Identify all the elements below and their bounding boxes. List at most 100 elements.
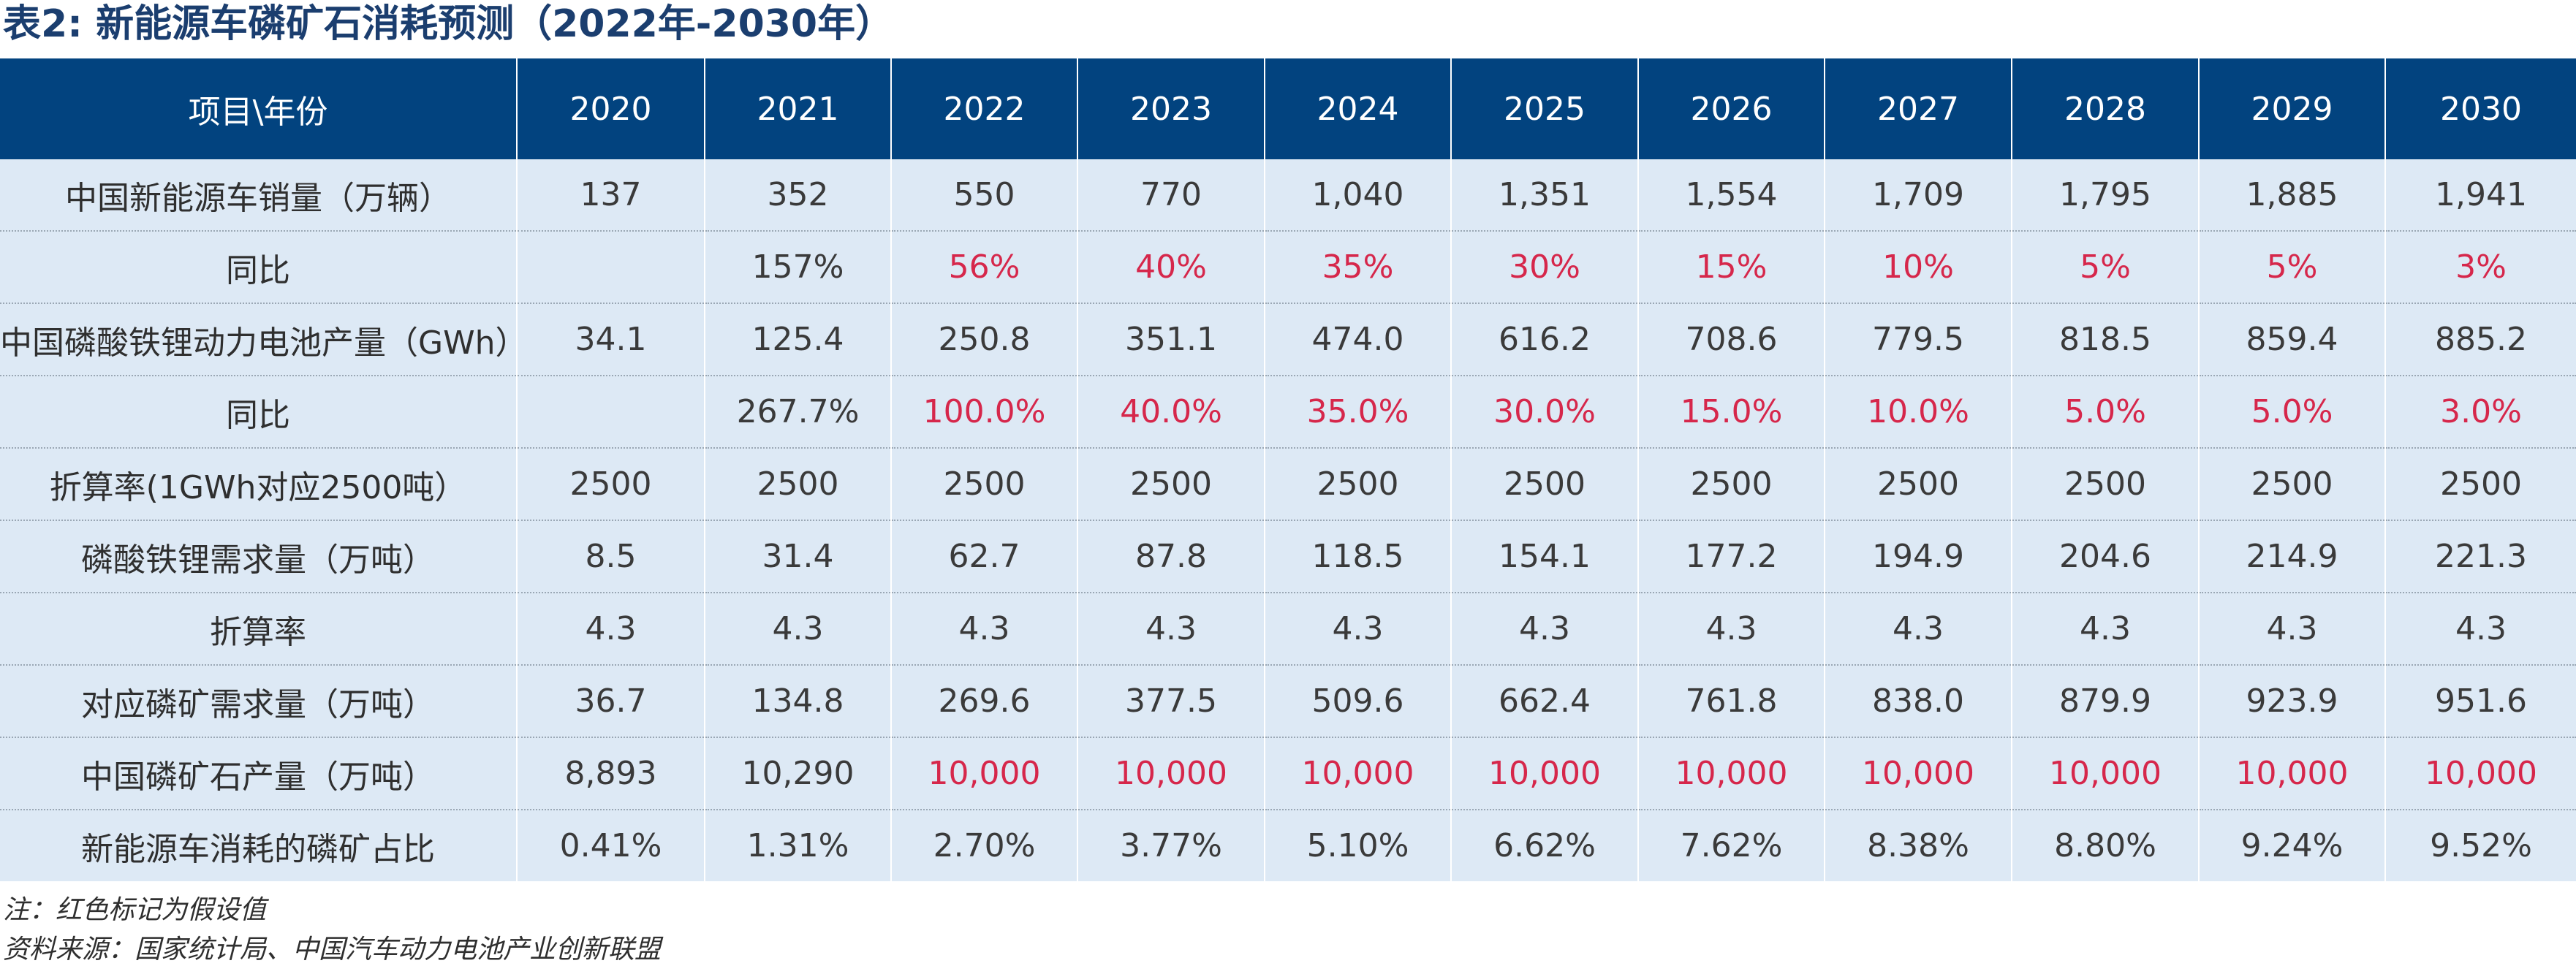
- table-cell: 9.24%: [2199, 810, 2386, 881]
- table-cell: 770: [1077, 159, 1265, 232]
- table-cell: 10,000: [1077, 737, 1265, 810]
- table-cell: 157%: [705, 231, 892, 304]
- row-label: 中国磷酸铁锂动力电池产量（GWh）: [0, 303, 528, 376]
- table-cell: 15%: [1638, 231, 1825, 304]
- table-cell: 352: [705, 159, 892, 232]
- table-cell: 87.8: [1077, 520, 1265, 593]
- table-cell: 3%: [2385, 231, 2576, 304]
- table-cell: 1,554: [1638, 159, 1825, 232]
- forecast-table: 项目\年份 2020 2021 2022 2023 2024 2025 2026 2027 20…: [0, 58, 2576, 881]
- table-cell: 10,290: [705, 737, 892, 810]
- table-cell: 2500: [1638, 448, 1825, 521]
- table-cell: 474.0: [1265, 303, 1452, 376]
- table-cell: 1,795: [2012, 159, 2200, 232]
- table-cell: 377.5: [1077, 665, 1265, 738]
- table-cell: 1.31%: [705, 810, 892, 881]
- table-cell: 2500: [1265, 448, 1452, 521]
- table-body: 中国新能源车销量（万辆） 137 352 550 770 1,040 1,351 1,554 1…: [0, 159, 2576, 881]
- table-row: 折算率 4.3 4.3 4.3 4.3 4.3 4.3 4.3 4.3 4.3 4.3 4.3: [0, 593, 2576, 666]
- header-year: 2020: [517, 58, 705, 159]
- table-cell: 10,000: [1265, 737, 1452, 810]
- table-cell: 951.6: [2385, 665, 2576, 738]
- table-cell: 2500: [1077, 448, 1265, 521]
- table-row: 同比 267.7% 100.0% 40.0% 35.0% 30.0% 15.0% 10.0% 5…: [0, 376, 2576, 449]
- table-cell: 509.6: [1265, 665, 1452, 738]
- row-label: 折算率(1GWh对应2500吨）: [0, 448, 518, 521]
- table-cell: [517, 231, 705, 304]
- table-cell: 1,040: [1265, 159, 1452, 232]
- table-cell: 4.3: [1825, 593, 2012, 666]
- table-cell: 30.0%: [1451, 376, 1639, 449]
- table-cell: 35.0%: [1265, 376, 1452, 449]
- table-cell: 250.8: [891, 303, 1078, 376]
- assumption-note: 注：红色标记为假设值: [3, 895, 267, 925]
- table-cell: 4.3: [517, 593, 705, 666]
- table-cell: 5.0%: [2199, 376, 2386, 449]
- table-cell: 40%: [1077, 231, 1265, 304]
- forecast-table-container: 项目\年份 2020 2021 2022 2023 2024 2025 2026 2027 20…: [0, 58, 2576, 881]
- table-cell: 10,000: [2012, 737, 2200, 810]
- table-cell: 616.2: [1451, 303, 1639, 376]
- table-cell: 177.2: [1638, 520, 1825, 593]
- row-label: 同比: [0, 231, 518, 304]
- table-cell: 4.3: [1638, 593, 1825, 666]
- table-cell: [517, 376, 705, 449]
- table-cell: 10,000: [2199, 737, 2386, 810]
- table-cell: 8,893: [517, 737, 705, 810]
- table-row: 折算率(1GWh对应2500吨） 2500 2500 2500 2500 2500 2500…: [0, 448, 2576, 521]
- table-cell: 10,000: [1638, 737, 1825, 810]
- header-year: 2030: [2385, 58, 2576, 159]
- table-cell: 779.5: [1825, 303, 2012, 376]
- table-cell: 204.6: [2012, 520, 2200, 593]
- table-cell: 10,000: [891, 737, 1078, 810]
- table-cell: 2500: [517, 448, 705, 521]
- table-cell: 100.0%: [891, 376, 1078, 449]
- table-cell: 31.4: [705, 520, 892, 593]
- table-cell: 2500: [705, 448, 892, 521]
- table-cell: 194.9: [1825, 520, 2012, 593]
- table-cell: 4.3: [705, 593, 892, 666]
- table-cell: 351.1: [1077, 303, 1265, 376]
- table-cell: 15.0%: [1638, 376, 1825, 449]
- row-label: 磷酸铁锂需求量（万吨）: [0, 520, 518, 593]
- table-cell: 134.8: [705, 665, 892, 738]
- table-cell: 5.0%: [2012, 376, 2200, 449]
- table-cell: 2.70%: [891, 810, 1078, 881]
- table-cell: 3.0%: [2385, 376, 2576, 449]
- table-cell: 10,000: [1451, 737, 1639, 810]
- row-label: 新能源车消耗的磷矿占比: [0, 810, 518, 881]
- table-cell: 62.7: [891, 520, 1078, 593]
- table-cell: 2500: [1451, 448, 1639, 521]
- table-row: 中国磷矿石产量（万吨） 8,893 10,290 10,000 10,000 10,000…: [0, 737, 2576, 810]
- table-cell: 550: [891, 159, 1078, 232]
- table-cell: 0.41%: [517, 810, 705, 881]
- table-cell: 6.62%: [1451, 810, 1639, 881]
- table-cell: 40.0%: [1077, 376, 1265, 449]
- table-cell: 30%: [1451, 231, 1639, 304]
- header-year: 2027: [1825, 58, 2012, 159]
- header-year: 2021: [705, 58, 892, 159]
- table-cell: 4.3: [891, 593, 1078, 666]
- table-cell: 1,709: [1825, 159, 2012, 232]
- table-cell: 2500: [2385, 448, 2576, 521]
- row-label: 中国新能源车销量（万辆）: [0, 159, 518, 232]
- table-cell: 5%: [2199, 231, 2386, 304]
- table-cell: 10.0%: [1825, 376, 2012, 449]
- table-cell: 4.3: [1265, 593, 1452, 666]
- header-year: 2028: [2012, 58, 2200, 159]
- table-cell: 1,351: [1451, 159, 1639, 232]
- table-cell: 761.8: [1638, 665, 1825, 738]
- table-cell: 10%: [1825, 231, 2012, 304]
- table-cell: 8.5: [517, 520, 705, 593]
- table-row: 磷酸铁锂需求量（万吨） 8.5 31.4 62.7 87.8 118.5 154.1 177.…: [0, 520, 2576, 593]
- table-cell: 4.3: [2199, 593, 2386, 666]
- table-cell: 2500: [1825, 448, 2012, 521]
- table-row: 新能源车消耗的磷矿占比 0.41% 1.31% 2.70% 3.77% 5.10% 6.62…: [0, 810, 2576, 881]
- table-cell: 2500: [2199, 448, 2386, 521]
- table-row: 同比 157% 56% 40% 35% 30% 15% 10% 5% 5% 3%: [0, 231, 2576, 304]
- table-cell: 3.77%: [1077, 810, 1265, 881]
- table-cell: 34.1: [517, 303, 705, 376]
- table-cell: 1,885: [2199, 159, 2386, 232]
- header-year: 2029: [2199, 58, 2386, 159]
- table-cell: 221.3: [2385, 520, 2576, 593]
